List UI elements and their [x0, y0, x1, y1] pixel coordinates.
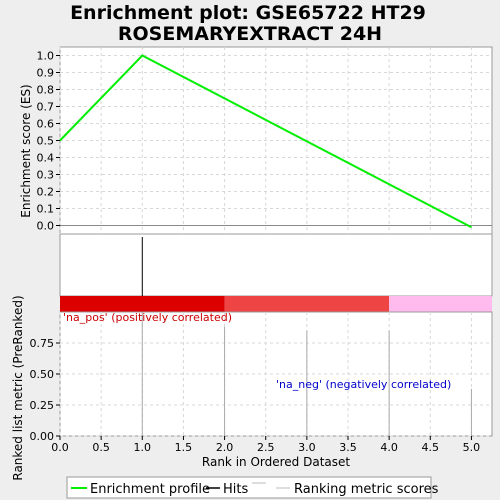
legend-label-enrichment-profile: Enrichment profile [90, 482, 210, 497]
x-tick-label: 0.0 [51, 441, 69, 454]
x-tick-label: 3.0 [298, 441, 316, 454]
legend: Enrichment profile Hits Ranking metric s… [66, 476, 439, 499]
x-tick-label: 2.0 [216, 441, 234, 454]
enrichment-profile-line [59, 54, 472, 229]
x-ticks: 0.0 0.5 1.0 1.5 2.0 2.5 3.0 3.5 4.0 4.5 5.0 [51, 436, 480, 454]
legend-label-ranking-metric-scores: Ranking metric scores [294, 482, 439, 497]
x-tick-label: 4.0 [380, 441, 398, 454]
negative-correlation-label: 'na_neg' (negatively correlated) [276, 378, 451, 391]
metric-y-axis-label: Ranked list metric (PreRanked) [11, 295, 25, 480]
ranking-bar-segment-2 [389, 296, 492, 312]
x-axis-label: Rank in Ordered Dataset [202, 455, 350, 469]
ranking-bar [60, 296, 492, 312]
enrichment-profile-polyline [59, 54, 472, 229]
metric-y-tick-label: 0.75 [30, 337, 55, 350]
es-y-tick-label: 0.4 [37, 152, 55, 165]
hits-panel [59, 233, 493, 297]
metric-y-tick-label: 0.50 [30, 368, 55, 381]
es-y-tick-label: 0.0 [37, 220, 55, 233]
metric-y-ticks: 0.00 0.25 0.50 0.75 [30, 337, 60, 443]
metric-y-tick-label: 0.00 [30, 430, 55, 443]
x-tick-label: 1.5 [175, 441, 193, 454]
x-tick-label: 4.5 [422, 441, 440, 454]
positive-correlation-label: 'na_pos' (positively correlated) [63, 311, 232, 324]
es-y-tick-label: 0.6 [37, 118, 55, 131]
es-y-ticks: 0.0 0.1 0.2 0.3 0.4 0.5 0.6 0.7 0.8 0.9 1.0 [37, 50, 60, 233]
es-y-tick-label: 0.5 [37, 135, 55, 148]
metric-bars [141, 312, 472, 436]
x-tick-label: 0.5 [92, 441, 110, 454]
ranking-bar-segment-1 [224, 296, 390, 312]
es-y-axis-label: Enrichment score (ES) [19, 84, 33, 217]
es-y-tick-label: 0.7 [37, 101, 55, 114]
ranking-bar-segment-0 [60, 296, 225, 312]
x-tick-label: 5.0 [463, 441, 481, 454]
es-y-tick-label: 0.2 [37, 186, 55, 199]
x-tick-label: 1.0 [134, 441, 152, 454]
es-y-tick-label: 0.1 [37, 203, 55, 216]
es-y-tick-label: 1.0 [37, 50, 55, 63]
metric-y-tick-label: 0.25 [30, 399, 55, 412]
es-y-tick-label: 0.8 [37, 84, 55, 97]
es-y-tick-label: 0.9 [37, 67, 55, 80]
chart-title-line1: Enrichment plot: GSE65722 HT29 [70, 2, 426, 24]
legend-label-hits: Hits [223, 482, 248, 497]
x-tick-label: 3.5 [339, 441, 357, 454]
x-tick-label: 2.5 [257, 441, 275, 454]
chart-title-line2: ROSEMARYEXTRACT 24H [118, 23, 382, 45]
es-grid [59, 47, 492, 234]
es-y-tick-label: 0.3 [37, 169, 55, 182]
